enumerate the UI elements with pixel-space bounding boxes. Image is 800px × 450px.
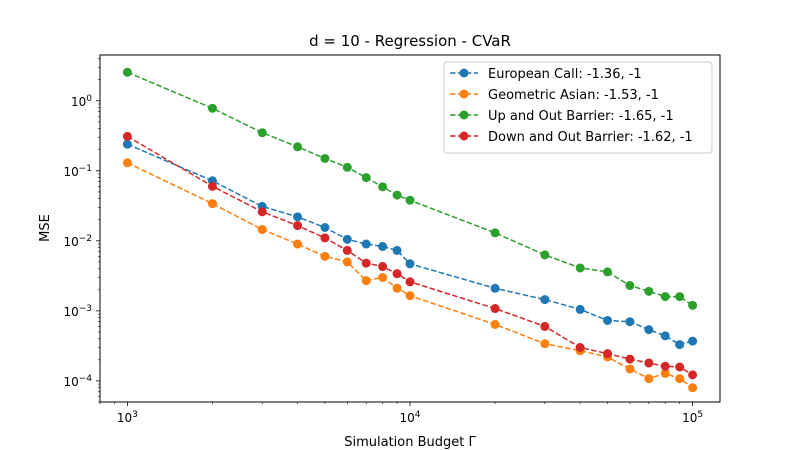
data-point [320,223,330,232]
data-point [257,225,267,235]
data-point [675,292,685,302]
legend-label: Geometric Asian: -1.53, -1 [488,88,659,103]
legend-box [443,61,713,154]
data-point [603,267,613,277]
legend-label: Up and Out Barrier: -1.65, -1 [488,109,674,124]
data-point [660,368,670,378]
data-point [675,374,685,384]
data-point [392,245,402,255]
axis-ticks: 103 104 105 10−4 10−3 10−2 10−1 100 [63,58,703,425]
x-tick-label: 103 [117,410,138,425]
data-point [490,319,500,329]
data-point [122,67,132,77]
data-point [392,190,402,200]
data-point [540,339,550,349]
y-tick-label: 10−4 [63,374,92,389]
data-point [575,304,585,314]
data-point [575,343,585,352]
data-point [540,321,550,331]
y-tick-label: 100 [71,94,92,109]
data-point [688,370,698,380]
data-point [490,304,500,314]
data-point [257,128,267,138]
data-point [490,283,500,293]
y-tick-label: 10−3 [63,304,92,319]
x-tick-label: 104 [399,410,420,425]
data-point [688,383,698,393]
data-point [644,286,654,296]
data-point [660,292,670,302]
data-point [293,221,303,231]
data-point [603,349,613,359]
data-point [361,276,371,286]
legend-label: European Call: -1.36, -1 [488,67,642,82]
data-point [342,257,352,267]
data-point [660,331,670,341]
data-point [405,259,415,269]
data-point [660,361,670,371]
data-point [293,212,303,222]
legend: European Call: -1.36, -1 Geometric Asian:… [443,61,713,154]
data-point [688,300,698,310]
data-point [405,277,415,287]
data-point [361,173,371,183]
data-point [644,325,654,335]
data-point [675,340,685,350]
data-point [361,258,371,268]
data-point [625,281,635,291]
data-point [293,239,303,249]
legend-marker [459,89,469,99]
data-point [342,234,352,244]
x-axis-label: Simulation Budget Γ [344,435,476,450]
data-point [122,131,132,141]
data-point [540,250,550,260]
data-point [405,291,415,301]
data-point [675,362,685,372]
data-point [320,251,330,261]
y-axis-label: MSE [38,214,53,242]
data-point [320,153,330,163]
data-point [405,195,415,205]
data-point [540,295,550,305]
legend-marker [459,68,469,78]
data-point [207,181,217,191]
legend-marker [459,131,469,141]
y-tick-label: 10−2 [63,234,92,249]
data-point [392,283,402,293]
data-point [392,269,402,279]
data-point [378,182,388,192]
data-point [625,364,635,374]
x-tick-label: 105 [682,410,703,425]
data-point [361,239,371,249]
data-point [257,207,267,217]
data-point [342,162,352,172]
data-point [342,245,352,255]
data-point [378,262,388,272]
y-tick-label: 10−1 [63,164,92,179]
data-point [603,315,613,325]
data-point [122,158,132,168]
data-point [575,263,585,273]
data-point [378,272,388,282]
data-point [207,199,217,209]
data-point [688,336,698,346]
data-point [320,233,330,243]
data-point [625,317,635,327]
data-point [625,354,635,364]
data-point [122,139,132,149]
data-point [490,228,500,238]
chart-title: d = 10 - Regression - CVaR [309,32,511,50]
data-point [378,242,388,251]
data-point [644,358,654,368]
legend-label: Down and Out Barrier: -1.62, -1 [488,130,693,145]
data-point [644,374,654,384]
data-point [293,142,303,152]
data-point [207,103,217,113]
plot-area [122,67,698,393]
legend-marker [459,110,469,120]
